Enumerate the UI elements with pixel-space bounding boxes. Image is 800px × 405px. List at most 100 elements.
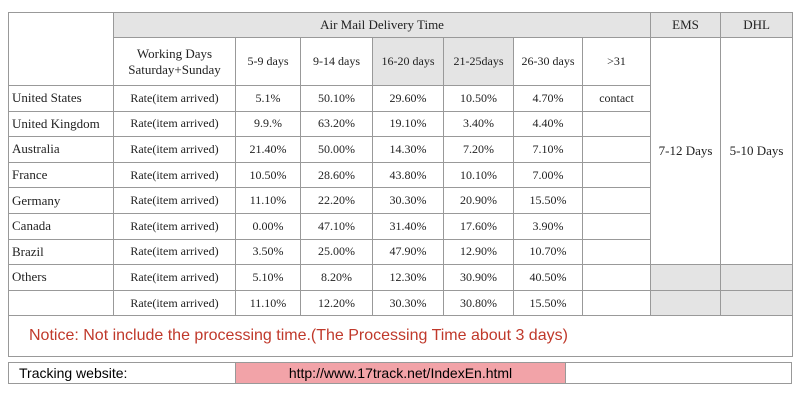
- rate-value: 31.40%: [372, 212, 444, 240]
- range-header: 21-25days: [443, 37, 514, 86]
- country: Brazil: [8, 238, 114, 266]
- rate-value: 3.40%: [443, 110, 514, 138]
- rate-value: 19.10%: [372, 110, 444, 138]
- table-row: Others Rate(item arrived) 5.10% 8.20% 12.30%…: [8, 264, 794, 291]
- rate-value: 30.30%: [372, 289, 444, 317]
- rate-value: 20.90%: [443, 187, 514, 214]
- tracking-table: Tracking website: http://www.17track.net…: [8, 362, 792, 384]
- over31: [581, 110, 652, 138]
- dhl-time: 5-10 Days: [720, 36, 794, 266]
- rate-value: 15.50%: [513, 187, 583, 214]
- rate-value: 10.10%: [443, 161, 514, 189]
- country: Others: [8, 264, 114, 291]
- over31: [581, 212, 652, 240]
- rate-label: Rate(item arrived): [113, 136, 236, 163]
- blank-cell: [565, 362, 792, 384]
- table-row: Notice: Not include the processing time.…: [7, 315, 794, 358]
- ems-blank: [650, 289, 722, 317]
- rate-value: 14.30%: [372, 136, 444, 163]
- table-row: Germany Rate(item arrived) 11.10% 22.20% 30.…: [8, 187, 793, 214]
- country: Australia: [8, 136, 114, 163]
- table-row: Air Mail Delivery Time EMS DHL: [8, 12, 794, 86]
- rate-label: Rate(item arrived): [113, 161, 236, 189]
- rate-value: 47.90%: [372, 238, 444, 266]
- rate-value: 9.9.%: [235, 110, 301, 138]
- rate-value: 12.30%: [372, 264, 444, 291]
- delivery-table: Air Mail Delivery Time EMS DHL Working Days…: [7, 12, 794, 358]
- rate-value: 50.10%: [300, 85, 373, 112]
- rate-value: 50.00%: [300, 136, 373, 163]
- table-row: United States Rate(item arrived) 5.1% 50.10…: [8, 85, 793, 112]
- country: United Kingdom: [8, 110, 114, 138]
- rate-value: 43.80%: [372, 161, 444, 189]
- rate-value: 30.90%: [443, 264, 514, 291]
- over31: [581, 264, 652, 291]
- rate-value: 12.90%: [443, 238, 514, 266]
- rate-label: Rate(item arrived): [113, 187, 236, 214]
- rate-value: 63.20%: [300, 110, 373, 138]
- rate-value: 7.00%: [513, 161, 583, 189]
- rate-value: 10.50%: [443, 85, 514, 112]
- air-mail-header: Air Mail Delivery Time: [112, 12, 652, 38]
- rate-value: 15.50%: [513, 289, 583, 317]
- rate-value: 10.50%: [235, 161, 301, 189]
- over31: [581, 238, 652, 266]
- country: United States: [8, 85, 114, 112]
- rate-value: 21.40%: [235, 136, 301, 163]
- tracking-url[interactable]: http://www.17track.net/IndexEn.html: [235, 362, 566, 384]
- rate-label: Rate(item arrived): [113, 85, 236, 112]
- header-line: Saturday+Sunday: [128, 61, 221, 77]
- rate-value: 3.90%: [513, 212, 583, 240]
- dhl-header: DHL: [720, 12, 794, 38]
- rate-value: 47.10%: [300, 212, 373, 240]
- ems-time: 7-12 Days: [650, 36, 722, 266]
- header-line: Working Days: [136, 45, 213, 61]
- rate-value: 12.20%: [300, 289, 373, 317]
- range-header: 26-30 days: [513, 37, 583, 86]
- rate-value: 40.50%: [513, 264, 583, 291]
- range-header: 9-14 days: [300, 37, 373, 86]
- rate-label: Rate(item arrived): [113, 264, 236, 291]
- rate-value: 30.30%: [372, 187, 444, 214]
- rate-value: 3.50%: [235, 238, 301, 266]
- rate-value: 11.10%: [235, 289, 301, 317]
- country: [8, 289, 114, 317]
- rate-value: 8.20%: [300, 264, 373, 291]
- rate-value: 29.60%: [372, 85, 444, 112]
- rate-value: 5.1%: [235, 85, 301, 112]
- range-header: 16-20 days: [372, 37, 444, 86]
- dhl-blank: [720, 264, 794, 291]
- rate-value: 7.10%: [513, 136, 583, 163]
- corner-cell: [8, 12, 114, 86]
- country: Germany: [8, 187, 114, 214]
- country: Canada: [8, 212, 114, 240]
- rate-value: 11.10%: [235, 187, 301, 214]
- table-row: United Kingdom Rate(item arrived) 9.9.% 63.…: [8, 110, 793, 138]
- rate-value: 30.80%: [443, 289, 514, 317]
- over31: [581, 161, 652, 189]
- rate-value: 0.00%: [235, 212, 301, 240]
- dhl-blank: [720, 289, 794, 317]
- rate-label: Rate(item arrived): [113, 212, 236, 240]
- rate-value: 25.00%: [300, 238, 373, 266]
- rate-value: 7.20%: [443, 136, 514, 163]
- table-row: Canada Rate(item arrived) 0.00% 47.10% 31.40…: [8, 212, 793, 240]
- over31: [581, 136, 652, 163]
- rate-value: 10.70%: [513, 238, 583, 266]
- range-header: >31: [581, 37, 652, 86]
- rate-value: 4.40%: [513, 110, 583, 138]
- rate-label: Rate(item arrived): [113, 289, 236, 317]
- rate-value: 17.60%: [443, 212, 514, 240]
- rate-label: Rate(item arrived): [113, 238, 236, 266]
- table-row: Rate(item arrived) 11.10% 12.20% 30.30% 30.8…: [8, 289, 794, 317]
- range-header: 5-9 days: [235, 37, 301, 86]
- rate-value: 28.60%: [300, 161, 373, 189]
- table-row: Working Days Saturday+Sunday 5-9 days 9-14 …: [9, 36, 794, 266]
- working-days-header: Working Days Saturday+Sunday: [113, 37, 236, 86]
- over31: contact: [581, 85, 652, 112]
- rate-label: Rate(item arrived): [113, 110, 236, 138]
- rate-value: 4.70%: [513, 85, 583, 112]
- tracking-label: Tracking website:: [8, 362, 236, 384]
- notice: Notice: Not include the processing time.…: [7, 315, 794, 358]
